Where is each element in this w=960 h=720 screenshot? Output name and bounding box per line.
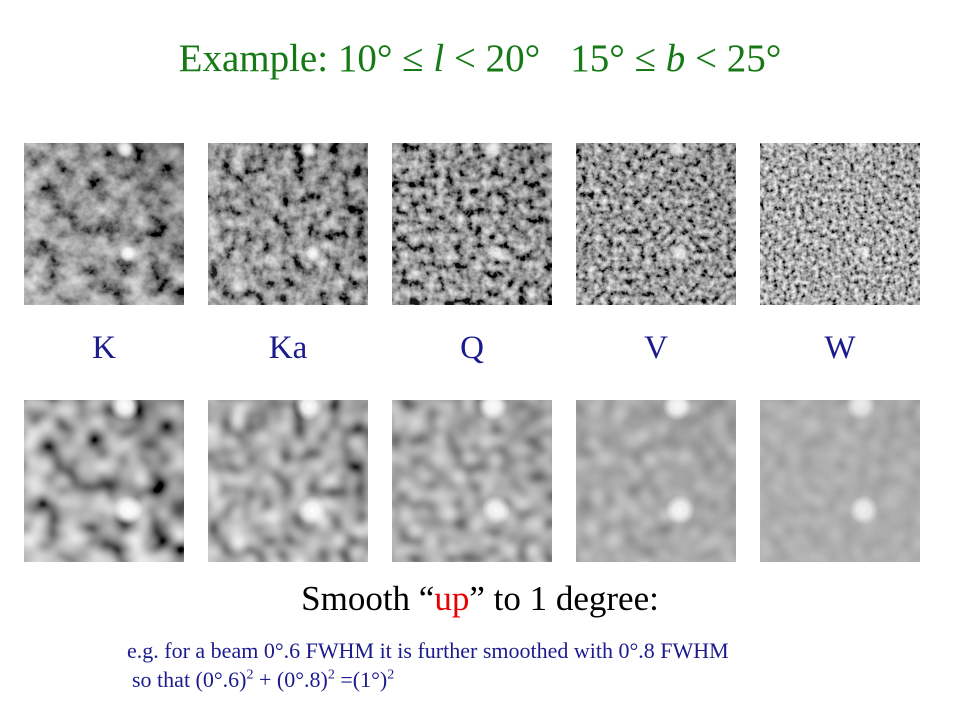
sky-map-smoothed-V [576, 400, 736, 562]
slide-title: Example: 10° ≤ l < 20° 15° ≤ b < 25° [0, 36, 960, 81]
note-exponent-3: 2 [387, 667, 395, 683]
native-resolution-maps-row [24, 143, 936, 305]
sky-map-smoothed-W [760, 400, 920, 562]
sky-map-native-K [24, 143, 184, 305]
sky-map-smoothed-Ka [208, 400, 368, 562]
band-label-W: W [824, 330, 856, 366]
band-labels-row: K Ka Q V W [24, 330, 936, 367]
title-text-2: < 20° [444, 37, 541, 80]
title-text-4: < 25° [685, 37, 782, 80]
title-text-1: Example: 10° ≤ [178, 37, 434, 80]
band-label-Q: Q [460, 330, 484, 366]
note-exponent-2: 2 [327, 667, 335, 683]
sky-map-native-Ka [208, 143, 368, 305]
title-text-3: 15° ≤ [570, 37, 666, 80]
beam-note: e.g. for a beam 0°.6 FWHM it is further … [127, 636, 729, 694]
caption-text-2: ” to 1 degree: [469, 579, 659, 618]
sky-map-native-Q [392, 143, 552, 305]
sky-map-smoothed-K [24, 400, 184, 562]
sky-map-smoothed-Q [392, 400, 552, 562]
note-formula-2: + (0°.8) [253, 667, 328, 692]
caption-text-1: Smooth “ [301, 579, 435, 618]
band-label-K: K [92, 330, 116, 366]
note-line-2: so that (0°.6)2 + (0°.8)2 =(1°)2 [132, 665, 729, 694]
band-label-V: V [644, 330, 668, 366]
sky-map-native-V [576, 143, 736, 305]
note-formula-3: =(1°) [334, 667, 388, 692]
band-label-Ka: Ka [268, 330, 308, 366]
note-exponent-1: 2 [246, 667, 254, 683]
note-formula-1: so that (0°.6) [132, 667, 247, 692]
smooth-caption: Smooth “up” to 1 degree: [0, 579, 960, 619]
title-var-b: b [665, 37, 686, 80]
caption-highlight: up [434, 579, 470, 618]
sky-map-native-W [760, 143, 920, 305]
smoothed-maps-row [24, 400, 936, 562]
title-var-l: l [433, 37, 445, 80]
note-line-1: e.g. for a beam 0°.6 FWHM it is further … [127, 638, 729, 663]
